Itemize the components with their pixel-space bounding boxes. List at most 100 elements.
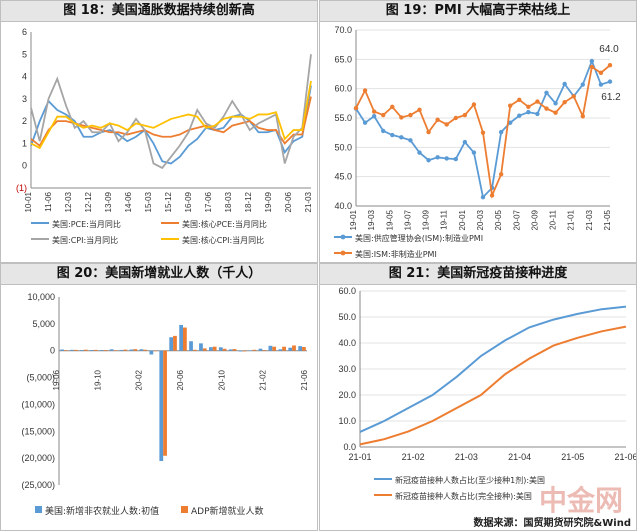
data-point xyxy=(480,130,486,135)
data-point xyxy=(562,81,567,87)
jobs-chart: 10,000 5,000 0 (5,000) (10,000) (15,000) (20,0… xyxy=(21,292,309,517)
y-tick-label: 2 xyxy=(22,116,27,126)
y-tick-label: 60.0 xyxy=(338,286,356,296)
x-tick-label: 19-07 xyxy=(403,209,412,230)
x-tick-label: 18-12 xyxy=(244,191,253,212)
x-tick-label: 19-03 xyxy=(367,209,376,230)
data-point xyxy=(607,79,613,84)
legend-marker xyxy=(340,234,346,240)
bar xyxy=(153,350,158,352)
x-tick-label: 21-06 xyxy=(300,369,309,390)
x-tick-label: 11-06 xyxy=(44,191,53,211)
legend-label: 美国:核心PCE:当月同比 xyxy=(182,219,267,229)
bar xyxy=(222,348,227,351)
y-tick-label: 65.0 xyxy=(334,54,352,64)
bar xyxy=(139,349,144,351)
bar xyxy=(129,349,134,351)
bar xyxy=(292,345,296,351)
data-point xyxy=(544,90,549,95)
data-point xyxy=(489,193,495,198)
legend-swatch xyxy=(181,506,188,513)
y-tick-label: 5,000 xyxy=(32,319,55,329)
bar xyxy=(149,350,154,355)
bar xyxy=(173,335,177,351)
bar xyxy=(60,349,64,351)
bar xyxy=(189,341,193,351)
bar xyxy=(232,349,237,351)
x-tick-label: 21-02 xyxy=(402,452,425,462)
bar xyxy=(218,347,223,351)
data-point xyxy=(589,64,595,70)
data-point xyxy=(435,155,440,160)
chart-panel-vaccine: 图 21：美国新冠疫苗接种进度 60.0 50.0 40.0 30.0 20.0 10.0… xyxy=(319,263,637,531)
bar xyxy=(298,346,303,351)
y-tick-label: 50.0 xyxy=(338,312,356,322)
bar xyxy=(248,350,253,351)
x-tick-label: 21-03 xyxy=(304,191,313,212)
bar xyxy=(179,324,183,351)
vaccine-chart: 60.0 50.0 40.0 30.0 20.0 10.0 0.021-01 21-02 21-… xyxy=(338,286,636,501)
bar xyxy=(242,350,247,352)
y-tick-label: 60.0 xyxy=(334,84,352,94)
data-point xyxy=(517,113,522,118)
y-tick-label: (15,000) xyxy=(21,426,55,436)
legend-marker xyxy=(340,250,346,256)
x-tick-label: 19-11 xyxy=(440,209,449,229)
bar xyxy=(268,345,273,351)
y-tick-label: (10,000) xyxy=(21,399,55,409)
y-tick-label: 20.0 xyxy=(338,390,356,400)
data-point xyxy=(381,128,386,134)
bar xyxy=(113,350,118,351)
x-tick-label: 12-03 xyxy=(64,191,73,212)
x-tick-label: 20-05 xyxy=(494,209,503,230)
x-tick-label: 20-11 xyxy=(549,209,558,229)
bar xyxy=(208,347,213,351)
y-tick-label: 1 xyxy=(22,138,27,148)
x-tick-label: 19-10 xyxy=(93,369,102,390)
data-point xyxy=(353,105,359,111)
x-tick-label: 21-04 xyxy=(508,452,531,462)
bar xyxy=(89,349,94,351)
y-tick-label: (5,000) xyxy=(26,373,55,383)
chart-title-vaccine: 图 21：美国新冠疫苗接种进度 xyxy=(320,264,636,285)
data-point xyxy=(526,104,531,110)
chart-panel-pmi: 图 19：PMI 大幅高于荣枯线上 70.0 65.0 60.0 55.0 50.0 45… xyxy=(319,0,637,263)
data-point xyxy=(399,115,404,120)
chart-panel-inflation: 图 18：美国通胀数据持续创新高 6 5 4 3 2 1 0 (1) 10-01 11-06 12-… xyxy=(0,0,318,263)
x-tick-label: 19-01 xyxy=(349,209,358,230)
legend-swatch xyxy=(35,506,42,513)
x-tick-label: 20-01 xyxy=(458,209,467,230)
data-point xyxy=(362,120,368,125)
data-point xyxy=(435,117,440,122)
series-line xyxy=(359,325,627,446)
bar xyxy=(99,350,104,351)
legend-label: 美国:核心CPI:当月同比 xyxy=(182,235,264,245)
x-tick-label: 20-09 xyxy=(530,209,539,230)
x-tick-label: 10-01 xyxy=(24,191,33,212)
x-tick-label: 12-12 xyxy=(84,191,93,212)
bar xyxy=(238,350,243,352)
data-point xyxy=(471,102,477,107)
data-point xyxy=(426,158,431,163)
bar xyxy=(278,349,283,351)
data-point xyxy=(544,106,549,111)
y-tick-label: 50.0 xyxy=(334,142,352,152)
data-point xyxy=(362,88,368,93)
y-tick-label: 30.0 xyxy=(338,364,356,374)
data-point xyxy=(408,138,413,143)
y-tick-label: 0 xyxy=(50,346,55,356)
data-point xyxy=(535,111,540,117)
y-tick-label: 40.0 xyxy=(338,338,356,348)
y-tick-label: 5 xyxy=(22,49,27,59)
legend-label: ADP新增就业人数 xyxy=(191,505,264,517)
chart-title-inflation: 图 18：美国通胀数据持续创新高 xyxy=(1,1,317,22)
series-line xyxy=(30,54,312,170)
data-point xyxy=(371,114,377,119)
x-tick-label: 19-09 xyxy=(264,191,273,212)
x-tick-label: 13-09 xyxy=(104,191,113,212)
x-tick-label: 21-03 xyxy=(455,452,478,462)
bar xyxy=(183,327,187,351)
data-point xyxy=(598,82,604,87)
x-tick-label: 21-01 xyxy=(567,209,576,230)
data-point xyxy=(453,115,458,121)
